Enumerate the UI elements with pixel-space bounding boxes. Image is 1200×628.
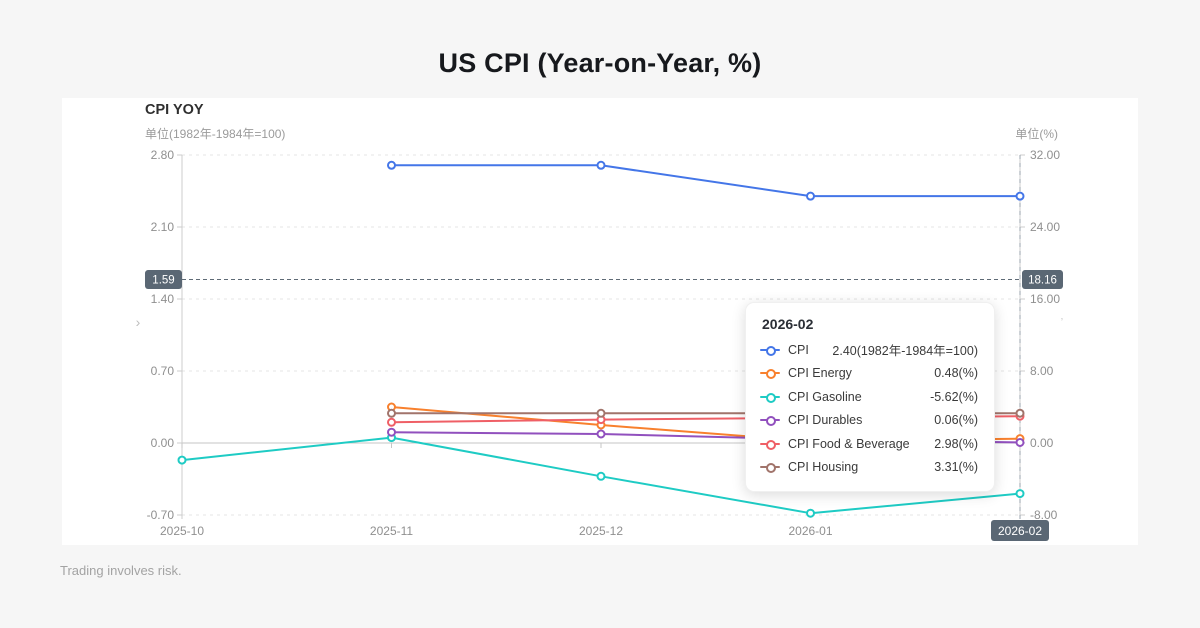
x-axis-tick-label: 2025-11 (370, 524, 413, 538)
series-line-cpi (390, 164, 1021, 198)
tooltip-series-value: 0.06(%) (934, 413, 978, 428)
left-axis-tick-label: 1.40 (151, 292, 175, 306)
tooltip-series-value: -5.62(%) (930, 389, 978, 404)
series-point-cpi-housing[interactable] (596, 408, 606, 418)
series-point-cpi-gasoline[interactable] (1015, 489, 1025, 499)
tooltip-row-cpi-energy: CPI Energy 0.48(%) (760, 362, 978, 386)
tooltip-series-label: CPI Durables (788, 413, 863, 428)
left-axis-tick-label: 0.70 (151, 364, 175, 378)
marker-left-value-badge (145, 270, 182, 290)
series-point-cpi[interactable] (806, 191, 815, 201)
series-point-cpi-gasoline[interactable] (177, 455, 187, 465)
series-point-cpi-food-beverage[interactable] (387, 417, 396, 427)
x-axis-tick-label: 2025-10 (160, 524, 204, 538)
series-point-cpi[interactable] (387, 160, 396, 170)
series-point-cpi-housing[interactable] (387, 408, 396, 418)
tooltip-series-value: 0.48(%) (934, 366, 978, 381)
tooltip-row-cpi-housing: CPI Housing 3.31(%) (760, 456, 978, 480)
right-axis-tick-label: 0.00 (1030, 436, 1054, 450)
x-axis-tick-label: 2026-02 (998, 524, 1042, 538)
left-axis-tick-label: -0.70 (147, 508, 175, 522)
left-axis-tick-label: 0.00 (151, 436, 175, 450)
series-legend-marker-icon (760, 368, 780, 380)
left-axis-tick-label: 2.80 (151, 148, 175, 162)
series-legend-marker-icon (760, 392, 780, 403)
series-point-cpi-gasoline[interactable] (596, 471, 606, 481)
tooltip-series-label: CPI Gasoline (788, 389, 862, 404)
series-point-cpi-housing[interactable] (1015, 408, 1025, 418)
left-axis-pan-handle-icon: › (136, 314, 141, 330)
tooltip-date: 2026-02 (762, 316, 814, 332)
series-legend-marker-icon (760, 345, 780, 356)
right-axis-tick-label: 24.00 (1030, 220, 1060, 234)
marker-right-value-badge (1022, 270, 1063, 290)
chart-tooltip: 2026-02 CPI 2.40(1982年-1984年=100) CPI Ener… (745, 302, 995, 492)
highlighted-x-label-badge (991, 520, 1049, 541)
right-axis-pan-handle-icon: ʼ (1061, 317, 1063, 329)
x-axis-tick-label: 2026-01 (788, 524, 832, 538)
tooltip-row-cpi-gasoline: CPI Gasoline -5.62(%) (760, 385, 978, 409)
x-axis-tick-label: 2025-12 (579, 524, 623, 538)
right-axis-tick-label: 8.00 (1030, 364, 1054, 378)
marker-left-value: 1.59 (152, 275, 174, 287)
tooltip-row-cpi-durables: CPI Durables 0.06(%) (760, 409, 978, 433)
series-point-cpi-durables[interactable] (596, 429, 606, 439)
tooltip-series-value: 2.40(1982年-1984年=100) (832, 344, 978, 359)
series-point-cpi-durables[interactable] (387, 427, 396, 437)
right-axis-unit-label: 单位(%) (1015, 127, 1058, 141)
series-legend-marker-icon (760, 415, 780, 427)
left-axis-unit-label: 单位(1982年-1984年=100) (145, 127, 286, 141)
tooltip-series-label: CPI Food & Beverage (788, 436, 910, 451)
tooltip-row-cpi-food-beverage: CPI Food & Beverage 2.98(%) (760, 432, 978, 456)
tooltip-series-label: CPI (788, 342, 809, 357)
series-point-cpi[interactable] (596, 160, 606, 170)
tooltip-row-cpi: CPI 2.40(1982年-1984年=100) (760, 338, 978, 362)
right-axis-tick-label: 16.00 (1030, 292, 1060, 306)
marker-right-value: 18.16 (1028, 275, 1057, 287)
tooltip-series-label: CPI Energy (788, 366, 852, 381)
series-point-cpi-durables[interactable] (1015, 437, 1025, 447)
series-point-cpi[interactable] (1015, 191, 1025, 201)
chart-title: CPI YOY (145, 102, 204, 118)
series-legend-marker-icon (760, 439, 780, 450)
risk-disclaimer: Trading involves risk. (60, 563, 182, 578)
right-axis-tick-label: 32.00 (1030, 148, 1060, 162)
tooltip-series-value: 3.31(%) (934, 460, 978, 475)
tooltip-series-value: 2.98(%) (934, 436, 978, 451)
page-title: US CPI (Year-on-Year, %) (438, 48, 762, 78)
tooltip-series-label: CPI Housing (788, 460, 859, 475)
right-axis-tick-label: -8.00 (1030, 508, 1058, 522)
series-point-cpi-gasoline[interactable] (806, 508, 815, 518)
series-legend-marker-icon (760, 462, 780, 474)
left-axis-tick-label: 2.10 (151, 220, 175, 234)
chart-card: CPI YOY 单位(1982年-1984年=100) 单位(%) 2.80 2.… (62, 98, 1138, 545)
